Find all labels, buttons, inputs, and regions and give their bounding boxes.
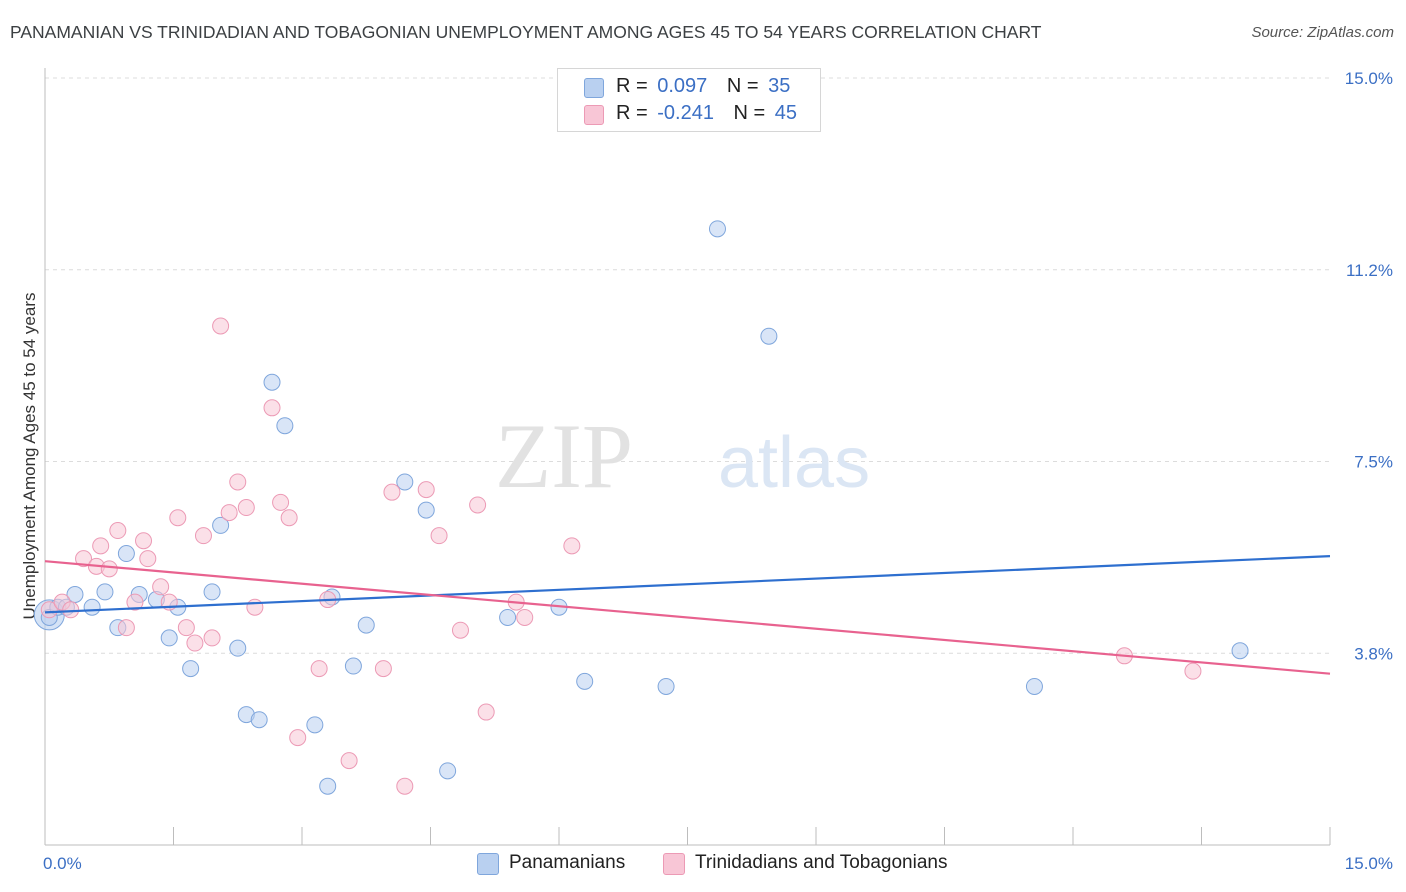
trinidadian-point: [212, 317, 230, 335]
panamanian-point: [760, 327, 778, 345]
trinidadian-point: [92, 537, 110, 555]
trinidadian-point: [135, 532, 153, 550]
trinidadian-point: [1184, 662, 1202, 680]
watermark-atlas: atlas: [718, 423, 870, 503]
trinidadian-point: [194, 527, 212, 545]
tick-labels: 15.0% 11.2% 7.5% 3.8% 0.0% 15.0%: [43, 69, 1393, 873]
trinidadian-point: [109, 522, 127, 540]
panamanian-point: [160, 629, 178, 647]
panamanian-point: [212, 516, 230, 534]
panamanian-point: [229, 639, 247, 657]
bottom-legend-swatch-pink: [663, 853, 685, 875]
trinidadian-point: [203, 629, 221, 647]
data-points: [33, 220, 1249, 795]
panamanian-point: [117, 545, 135, 563]
panamanian-point: [263, 373, 281, 391]
y-tick-label: 15.0%: [1345, 69, 1393, 88]
trinidadian-point: [477, 703, 495, 721]
y-tick-label: 11.2%: [1346, 261, 1393, 280]
x-tick-label: 0.0%: [43, 854, 82, 873]
bottom-legend-label: Trinidadians and Tobagonians: [695, 852, 948, 873]
legend-n-value: 35: [768, 75, 791, 97]
panamanian-point: [417, 501, 435, 519]
watermark: ZIP atlas: [495, 405, 870, 507]
trinidadian-point: [374, 660, 392, 678]
trinidadian-point: [237, 499, 255, 517]
trinidadian-point: [75, 550, 93, 568]
panamanian-point: [708, 220, 726, 238]
legend-r-label: R =: [616, 102, 648, 124]
panamanian-point: [657, 677, 675, 695]
panamanian-point: [203, 583, 221, 601]
axes: [44, 68, 1331, 846]
trinidadian-point: [340, 752, 358, 770]
trinidadian-point: [152, 578, 170, 596]
trinidadian-point: [169, 509, 187, 527]
trinidadian-point: [516, 608, 534, 626]
trinidadian-point: [40, 601, 58, 619]
panamanian-point: [439, 762, 457, 780]
panamanian-point: [1231, 642, 1249, 660]
panamanian-point: [182, 660, 200, 678]
trinidadian-point: [289, 729, 307, 747]
panamanian-trend-line: [44, 554, 1331, 614]
trinidadian-point: [62, 601, 80, 619]
grid-lines: [45, 77, 1330, 654]
trinidadian-point: [280, 509, 298, 527]
watermark-zip: ZIP: [495, 405, 633, 507]
trinidadian-point: [451, 621, 469, 639]
panamanian-point: [357, 616, 375, 634]
panamanian-point: [396, 473, 414, 491]
panamanian-point: [83, 598, 101, 616]
trinidadian-point: [417, 481, 435, 499]
trinidadian-point: [383, 483, 401, 501]
y-tick-label: 3.8%: [1354, 644, 1393, 663]
trinidadian-point: [126, 593, 144, 611]
y-tick-label: 7.5%: [1354, 453, 1393, 472]
trend-lines: [44, 554, 1331, 675]
bottom-legend-label: Panamanians: [509, 852, 626, 873]
trinidadian-point: [430, 527, 448, 545]
legend-r-value: 0.097: [657, 75, 708, 97]
legend-r-label: R =: [616, 75, 648, 97]
trinidadian-point: [117, 619, 135, 637]
source-label: Source: ZipAtlas.com: [1251, 24, 1394, 41]
panamanian-point: [276, 417, 294, 435]
trinidadian-trend-line: [44, 560, 1331, 675]
panamanian-point: [96, 583, 114, 601]
trinidadian-point: [186, 634, 204, 652]
trinidadian-point: [310, 660, 328, 678]
x-tick-label: 15.0%: [1345, 854, 1393, 873]
legend-r-value: -0.241: [657, 102, 714, 124]
trinidadian-point: [100, 560, 118, 578]
panamanian-point: [319, 777, 337, 795]
trinidadian-point: [229, 473, 247, 491]
trinidadian-point: [563, 537, 581, 555]
chart-title: PANAMANIAN VS TRINIDADIAN AND TOBAGONIAN…: [10, 22, 1042, 42]
panamanian-point: [306, 716, 324, 734]
legend-n-label: N =: [726, 75, 759, 97]
panamanian-point: [250, 711, 268, 729]
legend-swatch-pink: [584, 105, 604, 125]
trinidadian-point: [246, 598, 264, 616]
trinidadian-point: [139, 550, 157, 568]
bottom-legend-swatch-blue: [477, 853, 499, 875]
legend-n-value: 45: [774, 102, 798, 124]
trinidadian-point: [272, 493, 290, 511]
panamanian-point: [344, 657, 362, 675]
panamanian-point: [1025, 677, 1043, 695]
trinidadian-point: [396, 777, 414, 795]
panamanian-point: [499, 608, 517, 626]
trinidadian-point: [263, 399, 281, 417]
legend-n-label: N =: [733, 102, 766, 124]
panamanian-point: [576, 672, 594, 690]
legend-swatch-blue: [584, 78, 604, 98]
trinidadian-point: [177, 619, 195, 637]
trinidadian-point: [220, 504, 238, 522]
legend: R = 0.097 N = 35 R = -0.241 N = 45: [557, 68, 821, 132]
trinidadian-point: [469, 496, 487, 514]
